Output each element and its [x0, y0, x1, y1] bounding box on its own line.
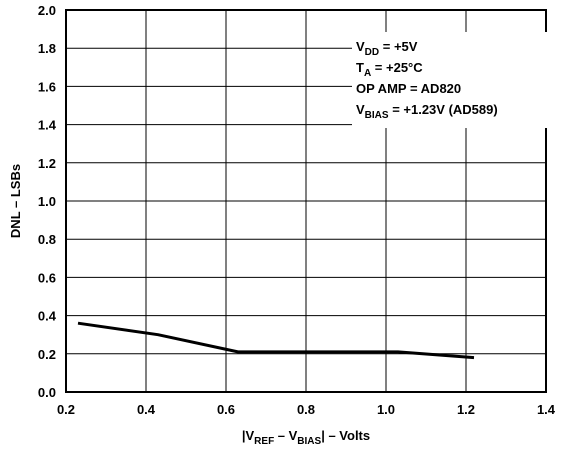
x-axis-label: |VREF – VBIAS| – Volts [242, 428, 370, 447]
series-group [77, 321, 475, 360]
x-tick-label: 0.4 [137, 402, 156, 417]
y-tick-label: 1.0 [38, 194, 56, 209]
annotation-background [352, 32, 548, 128]
y-tick-label: 0.0 [38, 385, 56, 400]
y-tick-label: 1.2 [38, 156, 56, 171]
plot-frame [65, 9, 547, 393]
x-tick-label: 0.8 [297, 402, 315, 417]
y-tick-label: 1.4 [38, 118, 57, 133]
x-tick-labels: 0.2 0.4 0.6 0.8 1.0 1.2 1.4 [57, 402, 556, 417]
annotation-vdd: VDD = +5V [356, 39, 418, 58]
annotation-ta: TA = +25°C [356, 60, 423, 79]
y-axis-label: DNL – LSBs [8, 164, 23, 238]
y-tick-label: 1.6 [38, 79, 56, 94]
annotation-opamp: OP AMP = AD820 [356, 81, 461, 96]
x-tick-label: 1.4 [537, 402, 556, 417]
y-tick-label: 2.0 [38, 3, 56, 18]
y-tick-label: 0.6 [38, 270, 56, 285]
y-tick-label: 0.8 [38, 232, 56, 247]
y-tick-label: 0.2 [38, 347, 56, 362]
x-tick-label: 1.2 [457, 402, 475, 417]
y-tick-labels: 0.0 0.2 0.4 0.6 0.8 1.0 1.2 1.4 1.6 1.8 2.0 [38, 3, 57, 400]
y-tick-label: 1.8 [38, 41, 56, 56]
x-tick-label: 1.0 [377, 402, 395, 417]
series-line-0 [77, 321, 475, 360]
x-tick-label: 0.6 [217, 402, 235, 417]
annotation-vbias: VBIAS = +1.23V (AD589) [356, 102, 498, 121]
y-tick-label: 0.4 [38, 309, 57, 324]
x-tick-label: 0.2 [57, 402, 75, 417]
